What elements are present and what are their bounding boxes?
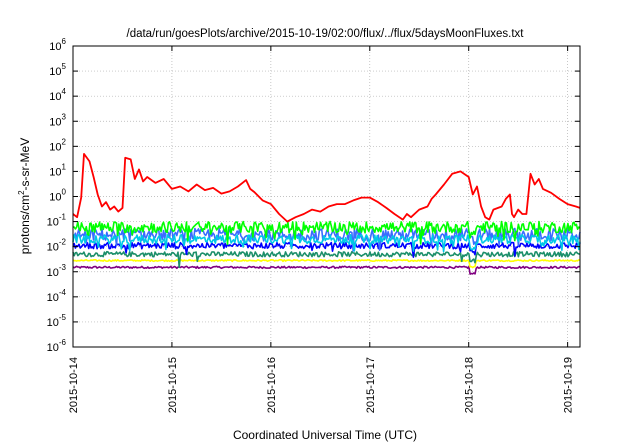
x-tick-label: 2015-10-16	[266, 357, 278, 413]
y-tick-label: 103	[49, 112, 66, 128]
y-tick-labels: 106 105 104 103 102 101 100 10-1 10-2 10-3 10-4 10-…	[47, 37, 67, 354]
y-tick-label: 102	[49, 137, 66, 153]
grid-lines	[73, 46, 580, 347]
y-tick-label: 10-3	[47, 263, 67, 279]
y-tick-label: 10-2	[47, 238, 67, 254]
x-tick-label: 2015-10-14	[68, 357, 80, 413]
y-tick-label: 104	[49, 87, 66, 103]
series-line-0	[72, 153, 581, 223]
x-tick-labels: 2015-10-14 2015-10-15 2015-10-16 2015-10-17…	[68, 357, 575, 413]
y-tick-label: 10-6	[47, 338, 67, 354]
series-line-6	[72, 259, 581, 269]
y-tick-label: 100	[49, 188, 66, 204]
plot-frame	[72, 45, 581, 348]
series-group	[72, 153, 581, 275]
y-tick-label: 105	[49, 62, 66, 78]
series-line-2	[72, 233, 581, 253]
y-tick-label: 101	[49, 162, 66, 178]
series-line-5	[72, 250, 581, 269]
y-axis-label: protons/cm2-s-sr-MeV	[17, 138, 32, 254]
y-tick-label: 106	[49, 37, 66, 53]
series-line-1	[73, 220, 581, 246]
series-line-7	[72, 265, 581, 275]
chart-title: /data/run/goesPlots/archive/2015-10-19/0…	[127, 28, 525, 40]
x-tick-label: 2015-10-15	[167, 357, 179, 413]
x-axis-label: Coordinated Universal Time (UTC)	[233, 428, 417, 442]
x-tick-label: 2015-10-19	[563, 357, 575, 413]
tick-marks	[72, 45, 580, 348]
y-tick-label: 10-1	[47, 213, 67, 229]
x-tick-label: 2015-10-17	[365, 357, 377, 413]
y-tick-label: 10-4	[47, 288, 67, 304]
series-line-4	[72, 241, 581, 258]
y-tick-label: 10-5	[47, 313, 67, 329]
x-tick-label: 2015-10-18	[464, 357, 476, 413]
